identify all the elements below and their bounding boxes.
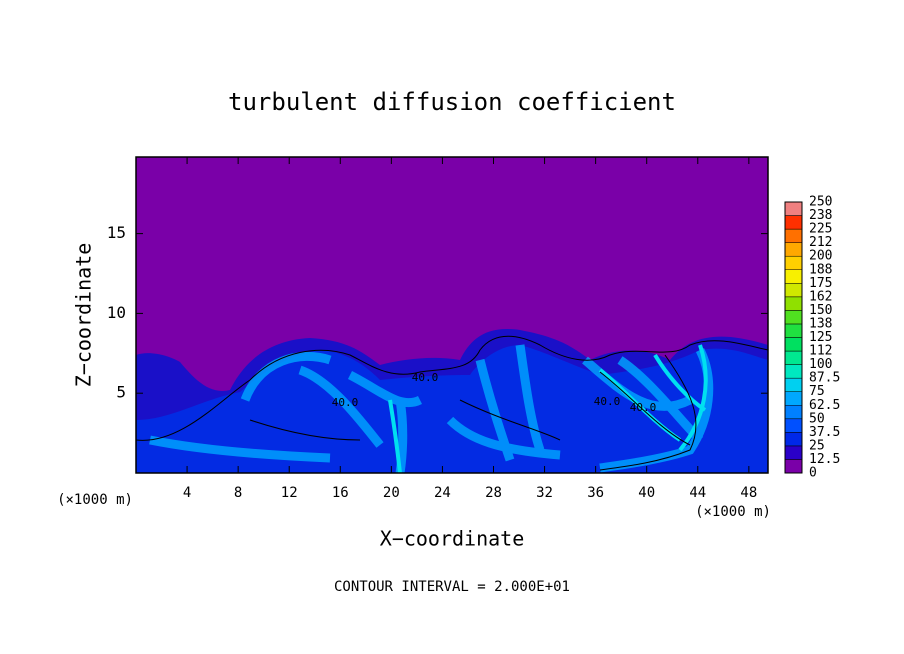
colorbar-bin	[784, 459, 803, 474]
x-tick-label: 12	[281, 485, 298, 501]
colorbar-bin	[784, 296, 803, 311]
colorbar-bin	[784, 228, 803, 243]
y-axis-label: Z−coordinate	[72, 243, 96, 388]
colorbar-bin	[784, 418, 803, 433]
contour-line	[135, 335, 769, 471]
x-tick-label: 24	[434, 485, 451, 501]
colorbar-bin	[784, 242, 803, 257]
colorbar-label: 162	[809, 289, 832, 304]
colorbar-label: 150	[809, 303, 832, 318]
x-tick-label: 20	[383, 485, 400, 501]
colorbar-bin	[784, 350, 803, 365]
x-tick-label: 44	[689, 485, 706, 501]
colorbar-label: 250	[809, 195, 832, 210]
chart-title: turbulent diffusion coefficient	[228, 88, 676, 116]
colorbar-label: 112	[809, 344, 832, 359]
colorbar-bin	[784, 391, 803, 406]
colorbar-label: 0	[809, 466, 817, 481]
colorbar-bin	[784, 323, 803, 338]
x-tick-label: 28	[485, 485, 502, 501]
plot-area	[135, 156, 769, 474]
x-tick-label: 32	[536, 485, 553, 501]
y-tick-label: 5	[116, 383, 126, 402]
colorbar-label: 100	[809, 357, 832, 372]
footnote: CONTOUR INTERVAL = 2.000E+01	[334, 579, 570, 595]
colorbar-frame	[784, 201, 803, 474]
colorbar-label: 212	[809, 235, 832, 250]
colorbar-label: 12.5	[809, 452, 840, 467]
colorbar-label: 175	[809, 276, 832, 291]
x-axis-label: X−coordinate	[380, 527, 525, 551]
colorbar-bin	[784, 255, 803, 271]
x-tick-label: 16	[332, 485, 349, 501]
colorbar-label: 125	[809, 330, 832, 345]
colorbar-bin	[784, 283, 803, 298]
colorbar-label: 25	[809, 438, 825, 453]
x-tick-label: 36	[587, 485, 604, 501]
colorbar-bin	[784, 364, 803, 379]
colorbar-label: 50	[809, 411, 825, 426]
colorbar-label: 87.5	[809, 371, 840, 386]
colorbar-bin	[784, 377, 803, 392]
colorbar-bin	[784, 405, 803, 420]
colorbar-label: 138	[809, 316, 832, 331]
contour-label: 40.0	[332, 396, 359, 409]
x-unit: (×1000 m)	[695, 504, 771, 520]
x-tick-label: 48	[740, 485, 757, 501]
colorbar-label: 238	[809, 208, 832, 223]
colorbar-label: 37.5	[809, 425, 840, 440]
colorbar-label: 225	[809, 222, 832, 237]
x-tick-label: 4	[183, 485, 191, 501]
colorbar-label: 188	[809, 262, 832, 277]
y-unit: (×1000 m)	[57, 492, 133, 508]
colorbar-bin	[784, 445, 803, 460]
colorbar-bin	[784, 201, 803, 216]
colorbar-bin	[784, 310, 803, 325]
colorbar-bin	[784, 269, 803, 284]
colorbar-bin	[784, 432, 803, 447]
contour-label: 40.0	[412, 371, 439, 384]
contour-label: 40.0	[630, 401, 657, 414]
y-tick-label: 15	[107, 223, 126, 242]
colorbar-bin	[784, 215, 803, 230]
x-tick-label: 40	[638, 485, 655, 501]
colorbar-label: 62.5	[809, 398, 840, 413]
plot-frame	[135, 156, 769, 474]
contour-label: 40.0	[594, 395, 621, 408]
x-tick-label: 8	[234, 485, 242, 501]
colorbar-bin	[784, 337, 803, 352]
colorbar-label: 75	[809, 384, 825, 399]
y-tick-label: 10	[107, 303, 126, 322]
colorbar-label: 200	[809, 249, 832, 264]
